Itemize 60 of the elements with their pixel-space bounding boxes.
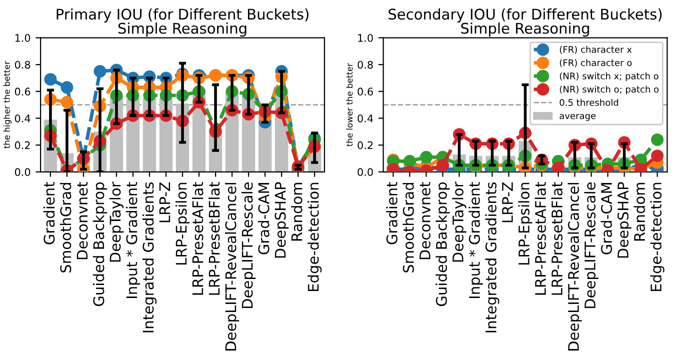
y-tick-label: 0.2 (14, 141, 30, 150)
legend-label: (NR) switch o; patch o (560, 86, 659, 94)
point (60, 81, 74, 94)
x-tick-label: LRP-PresetAFlat (192, 182, 204, 295)
x-tick-label: DeepSHAP (274, 182, 289, 258)
x-tick-label: Integrated Gradients (142, 182, 157, 332)
y-tick-label: 0.4 (14, 114, 30, 122)
x-tick-label: Input * Gradient (126, 182, 140, 298)
y-axis-title: the lower the better (346, 63, 353, 146)
x-tick-label: Edge-detection (650, 182, 664, 292)
x-tick-label: Grad-CAM (258, 183, 270, 254)
x-tick-label: LRP-PresetAFlat (534, 182, 546, 295)
x-tick-label: LRP-Z (159, 182, 170, 222)
legend-label: (FR) character o (560, 59, 632, 68)
x-tick-label: Gradient (43, 182, 55, 244)
x-tick-label: DeepTaylor (452, 182, 466, 262)
x-tick-label: Guided Backprop (92, 182, 108, 306)
x-tick-label: LRP-PresetBFlat (208, 182, 220, 295)
y-tick-label: 0.0 (358, 168, 373, 176)
y-tick-label: 0.0 (14, 168, 30, 176)
x-tick-label: DeepLIFT-RevealCancel (224, 183, 240, 350)
x-tick-label: Guided Backprop (436, 182, 450, 306)
x-tick-label: DeepTaylor (109, 182, 124, 262)
x-tick-label: SmoothGrad (402, 182, 414, 272)
point (44, 73, 57, 86)
x-tick-label: DeepSHAP (617, 182, 632, 258)
x-tick-label: LRP-PresetBFlat (551, 182, 562, 295)
point (94, 65, 106, 78)
y-tick-label: 0.8 (358, 60, 373, 69)
x-tick-label: SmoothGrad (60, 182, 72, 272)
x-tick-label: Edge-detection (308, 182, 322, 292)
x-tick-label: Input * Gradient (468, 182, 483, 298)
x-tick-label: DeepLIFT-Rescale (241, 182, 256, 308)
point (60, 96, 74, 108)
x-tick-label: LRP-Z (502, 182, 513, 222)
x-tick-label: LRP-Epsilon (518, 182, 532, 265)
x-tick-label: Gradient (386, 182, 398, 244)
x-tick-label: Random (291, 182, 302, 241)
x-tick-label: Grad-CAM (600, 183, 612, 254)
legend-label: (NR) switch x; patch o (560, 72, 658, 82)
x-tick-label: Deconvnet (420, 182, 430, 260)
chart-title: Secondary IOU (for Different Buckets) Simple Reasoning (388, 8, 662, 37)
y-tick-label: 0.2 (358, 141, 373, 150)
ref-line-label: 0.5 threshold (560, 98, 618, 106)
y-tick-label: 0.8 (14, 60, 30, 69)
y-axis-title: the higher the better (3, 61, 12, 148)
legend-label: (FR) character x (560, 46, 632, 54)
y-tick-label: 0.6 (14, 88, 30, 96)
x-tick-label: Deconvnet (76, 182, 88, 260)
legend-label: average (560, 114, 596, 121)
x-tick-label: LRP-Epsilon (175, 182, 190, 265)
y-tick-label: 1.0 (358, 34, 373, 42)
x-tick-label: DeepLIFT-RevealCancel (568, 183, 582, 350)
y-tick-label: 1.0 (15, 34, 30, 42)
x-tick-label: DeepLIFT-Rescale (584, 182, 598, 308)
chart-title: Primary IOU (for Different Buckets) Simple Reasoning (56, 8, 308, 37)
y-tick-label: 0.4 (358, 114, 373, 122)
x-tick-label: Random (634, 182, 646, 241)
x-tick-label: Integrated Gradients (485, 182, 500, 332)
y-tick-label: 0.6 (358, 88, 373, 96)
